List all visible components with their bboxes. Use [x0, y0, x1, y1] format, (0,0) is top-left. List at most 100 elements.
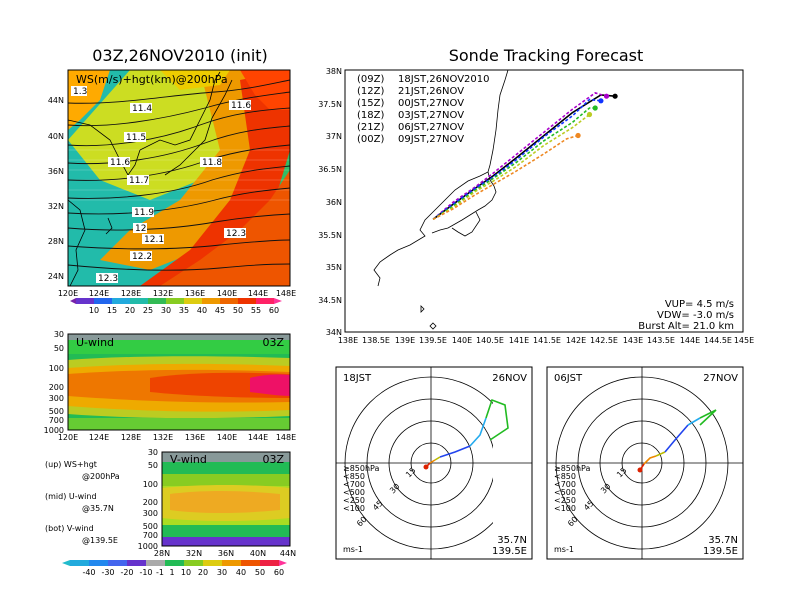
hodo-right-lon: 139.5E: [703, 546, 738, 557]
lat-tick: 44N: [48, 96, 64, 105]
lat-tick: 34.5N: [318, 296, 342, 305]
u-wind-lon-ticks: 120E 124E 128E 132E 136E 140E 144E 148E: [58, 433, 296, 442]
hodo-legend: <500: [343, 488, 365, 497]
hodo-left-lon: 139.5E: [492, 546, 527, 557]
lon-tick: 136E: [185, 433, 205, 442]
svg-text:12: 12: [135, 224, 146, 234]
legend-jst: 18JST,26NOV2010: [398, 74, 490, 85]
lat-tick: 35N: [326, 263, 342, 272]
hodo-right-time: 06JST: [554, 373, 583, 384]
map-lon-ticks: 120E 124E 128E 132E 136E 140E 144E 148E: [58, 289, 296, 298]
lon-tick: 120E: [58, 289, 78, 298]
colorbar-tick: 15: [107, 306, 117, 315]
lon-tick: 120E: [58, 433, 78, 442]
p-tick: 100: [143, 480, 158, 489]
legend-utc: (21Z): [357, 122, 384, 133]
colorbar-tick: 50: [233, 306, 243, 315]
hodo-legend: <500: [554, 488, 576, 497]
p-tick: 30: [148, 448, 158, 457]
colorbar-tick: 10: [89, 306, 99, 315]
p-tick: 1000: [44, 426, 64, 435]
colorbar-tick: 50: [255, 568, 265, 577]
colorbar-tick: 20: [125, 306, 135, 315]
colorbar-tick: 30: [217, 568, 227, 577]
note-bot: (bot) V-wind: [45, 524, 94, 533]
lon-tick: 140E: [217, 433, 237, 442]
p-tick: 700: [143, 531, 158, 540]
lon-tick: 141E: [509, 336, 529, 345]
v-wind-pressure-ticks: 30 50 100 200 300 500 700 1000: [138, 448, 158, 551]
u-wind-frame: [67, 333, 291, 431]
hodo-legend: <100: [554, 504, 576, 513]
track-lon-ticks: 138E 138.5E 139E 139.5E 140E 140.5E 141E…: [338, 336, 754, 345]
lon-tick: 140.5E: [476, 336, 504, 345]
svg-text:1.3: 1.3: [73, 87, 87, 97]
lat-tick: 40N: [48, 132, 64, 141]
legend-utc: (12Z): [357, 86, 384, 97]
track-line: [432, 134, 579, 221]
burst-text: Burst Alt= 21.0 km: [638, 321, 734, 332]
lon-tick: 140E: [217, 289, 237, 298]
lon-tick: 144E: [248, 289, 268, 298]
u-wind-time: 03Z: [262, 336, 284, 349]
u-wind-panel: U-wind 03Z 30 50 100 200 300 500 700 100…: [44, 330, 297, 442]
colorbar-tick: 40: [236, 568, 246, 577]
lon-tick: 148E: [276, 289, 296, 298]
p-tick: 500: [143, 522, 158, 531]
v-wind-panel: V-wind 03Z 30 50 100 200 300 500 700 100…: [138, 448, 296, 558]
lon-tick: 140E: [452, 336, 472, 345]
hodo-left-unit: ms-1: [343, 545, 363, 554]
colorbar-tick: 60: [269, 306, 279, 315]
lon-tick: 124E: [89, 289, 109, 298]
contour-label: 11.7: [127, 175, 149, 186]
v-wind-label: V-wind: [170, 453, 207, 466]
contour-label: 11.5: [124, 132, 146, 143]
colorbar-tick: 30: [161, 306, 171, 315]
vup-text: VUP= 4.5 m/s: [665, 299, 734, 310]
hodo-right-date: 27NOV: [703, 373, 738, 384]
hodo-legend: ≥850hPa: [343, 464, 380, 473]
track-line: [432, 113, 590, 220]
wind-component-colorbar: -40 -30 -20 -10 -1 1 10 20 30 40 50 60: [62, 560, 287, 577]
colorbar-tick: -20: [120, 568, 133, 577]
lon-tick: 132E: [153, 433, 173, 442]
lon-tick: 142E: [566, 336, 586, 345]
hodo-legend: <100: [343, 504, 365, 513]
lat-tick: 32N: [186, 549, 202, 558]
lat-tick: 36N: [326, 198, 342, 207]
lon-tick: 128E: [121, 433, 141, 442]
lon-tick: 144E: [680, 336, 700, 345]
lon-tick: 124E: [89, 433, 109, 442]
legend-jst: 03JST,27NOV: [398, 110, 464, 121]
contour-label: 1.3: [71, 86, 87, 97]
svg-text:11.9: 11.9: [134, 208, 154, 218]
map-panel-label: WS(m/s)+hgt(km)@200hPa: [76, 73, 228, 86]
hodo-legend: <850: [343, 472, 365, 481]
lat-tick: 32N: [48, 202, 64, 211]
lat-tick: 28N: [154, 549, 170, 558]
hodo-legend: <700: [343, 480, 365, 489]
wind-speed-colorbar: 10 15 20 25 30 35 40 45 50 55 60: [70, 298, 282, 315]
lon-tick: 144.5E: [704, 336, 732, 345]
legend-jst: 21JST,26NOV: [398, 86, 464, 97]
track-info: VUP= 4.5 m/s VDW= -3.0 m/s Burst Alt= 21…: [638, 299, 734, 332]
p-tick: 300: [49, 394, 64, 403]
lon-tick: 139E: [395, 336, 415, 345]
hodo-legend: <250: [554, 496, 576, 505]
v-wind-lat-ticks: 28N 32N 36N 40N 44N: [154, 549, 296, 558]
legend-utc: (18Z): [357, 110, 384, 121]
track-lat-ticks: 38N 37.5N 37N 36.5N 36N 35.5N 35N 34.5N …: [318, 67, 342, 337]
track-end-point: [612, 93, 618, 99]
lon-tick: 128E: [121, 289, 141, 298]
hodo-right-unit: ms-1: [554, 545, 574, 554]
svg-text:11.4: 11.4: [132, 104, 152, 114]
lon-tick: 138.5E: [362, 336, 390, 345]
contour-label: 12.3: [224, 228, 246, 239]
contour-label: 12.3: [96, 273, 118, 284]
svg-text:11.5: 11.5: [126, 133, 146, 143]
note-up2: @200hPa: [82, 472, 120, 481]
lat-tick: 36.5N: [318, 165, 342, 174]
track-end-point: [586, 111, 593, 118]
svg-text:12.3: 12.3: [98, 274, 118, 284]
p-tick: 50: [54, 344, 64, 353]
